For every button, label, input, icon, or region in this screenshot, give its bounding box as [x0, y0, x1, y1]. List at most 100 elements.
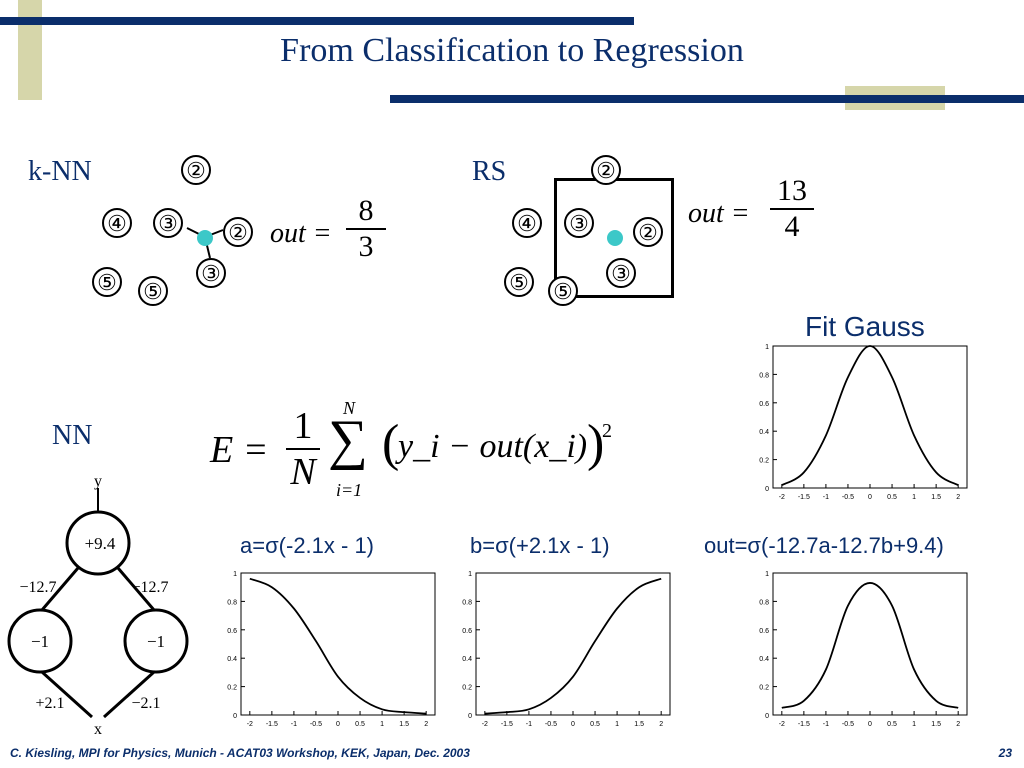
- knn-neighbor-5-right: ⑤: [138, 276, 168, 306]
- page-number: 23: [998, 746, 1012, 760]
- y-tick-label: 0: [765, 713, 769, 720]
- rs-out-label: out =: [688, 198, 750, 229]
- y-tick-label: 0: [765, 486, 769, 493]
- rs-neighbor-3-left: ③: [564, 208, 594, 238]
- x-tick-label: 2: [424, 721, 428, 728]
- x-tick-label: -2: [779, 721, 785, 728]
- x-tick-label: 1.5: [399, 721, 409, 728]
- knn-neighbor-2-right: ②: [223, 217, 253, 247]
- y-tick-label: 0.2: [759, 458, 769, 465]
- x-tick-label: -1: [526, 721, 532, 728]
- x-tick-label: -1: [291, 721, 297, 728]
- x-tick-label: 0.5: [590, 721, 600, 728]
- y-tick-label: 0.6: [227, 628, 237, 635]
- x-tick-label: -1.5: [266, 721, 278, 728]
- chart-a: 0 0.2 0.4 0.6 0.8 1 -2 -1.5 -1 -0.5 0 0.5 1 1.5 2: [227, 571, 436, 728]
- x-tick-label: 1: [615, 721, 619, 728]
- x-tick-label: -2: [482, 721, 488, 728]
- x-tick-label: 1.5: [931, 721, 941, 728]
- y-tick-label: 0: [468, 713, 472, 720]
- x-tick-label: -0.5: [842, 721, 854, 728]
- y-tick-label: 0.8: [759, 599, 769, 606]
- y-tick-label: 0.4: [462, 656, 472, 663]
- y-tick-label: 0.8: [759, 372, 769, 379]
- knn-neighbor-5-left: ⑤: [92, 267, 122, 297]
- y-tick-label: 1: [765, 344, 769, 351]
- formula-numerator: 1: [293, 405, 313, 447]
- y-tick-label: 0.2: [227, 685, 237, 692]
- knn-neighbor-2-top: ②: [181, 155, 211, 185]
- rs-neighbor-5-right: ⑤: [548, 276, 578, 306]
- y-tick-label: 0.6: [462, 628, 472, 635]
- x-tick-label: 1.5: [931, 494, 941, 501]
- x-tick-label: -1: [823, 721, 829, 728]
- x-tick-label: 0.5: [887, 494, 897, 501]
- knn-fraction: 8 3: [346, 194, 386, 264]
- formula-power: 2: [602, 420, 612, 442]
- x-tick-label: -1: [823, 494, 829, 501]
- y-tick-label: 1: [468, 571, 472, 578]
- x-tick-label: -2: [779, 494, 785, 501]
- x-tick-label: -1.5: [501, 721, 513, 728]
- slide-title: From Classification to Regression: [280, 32, 744, 69]
- x-tick-label: 2: [956, 721, 960, 728]
- sum-lower: i=1: [336, 480, 363, 500]
- x-tick-label: 0.5: [887, 721, 897, 728]
- plot-frame: [772, 345, 968, 489]
- x-tick-label: 1: [380, 721, 384, 728]
- y-tick-label: 0.4: [759, 429, 769, 436]
- rs-query-point: [607, 230, 623, 246]
- knn-query-point: [197, 230, 213, 246]
- y-tick-label: 0.2: [462, 685, 472, 692]
- x-tick-label: -1.5: [798, 494, 810, 501]
- nn-label: NN: [52, 420, 93, 451]
- nn-output-var: y: [94, 473, 102, 490]
- formula-lhs: E =: [210, 429, 269, 471]
- series-line: [781, 582, 959, 709]
- plot-frame: [475, 572, 671, 716]
- knn-neighbor-4: ④: [102, 208, 132, 238]
- nn-output-node: +9.4: [85, 534, 116, 553]
- x-tick-label: -1.5: [798, 721, 810, 728]
- knn-neighbor-3-bottom: ③: [196, 258, 226, 288]
- x-tick-label: -0.5: [842, 494, 854, 501]
- x-tick-label: 1: [912, 721, 916, 728]
- y-tick-label: 1: [233, 571, 237, 578]
- nn-weight-top-right: −12.7: [131, 579, 168, 596]
- x-tick-label: 0: [571, 721, 575, 728]
- rs-fraction: 13 4: [770, 174, 814, 244]
- formula-fraction: 1 N: [286, 404, 320, 494]
- x-tick-label: -0.5: [310, 721, 322, 728]
- khaki-block-left: [18, 0, 42, 100]
- y-tick-label: 0.8: [462, 599, 472, 606]
- series-line: [249, 577, 427, 715]
- footer-text: C. Kiesling, MPI for Physics, Munich - A…: [10, 746, 470, 760]
- rs-neighbor-4: ④: [512, 208, 542, 238]
- nn-weight-bottom-left: +2.1: [35, 695, 64, 712]
- rs-neighbor-2-top: ②: [591, 155, 621, 185]
- series-line: [781, 345, 959, 486]
- knn-denominator: 3: [346, 228, 386, 264]
- formula-body: y_i − out(x_i): [398, 428, 588, 465]
- x-tick-label: 0: [868, 721, 872, 728]
- nn-weight-bottom-right: −2.1: [131, 695, 160, 712]
- paren-right: ): [587, 415, 605, 472]
- y-tick-label: 0.2: [759, 685, 769, 692]
- plot-frame: [240, 572, 436, 716]
- x-tick-label: 2: [956, 494, 960, 501]
- x-tick-label: 0.5: [355, 721, 365, 728]
- knn-out-label: out =: [270, 218, 332, 249]
- rs-neighbor-2-right: ②: [633, 217, 663, 247]
- chart-out: 0 0.2 0.4 0.6 0.8 1 -2 -1.5 -1 -0.5 0 0.5 1 1.5 2: [759, 571, 968, 728]
- sum-upper: N: [343, 398, 356, 418]
- x-tick-label: -0.5: [545, 721, 557, 728]
- y-tick-label: 0.4: [227, 656, 237, 663]
- nn-diagram: y +9.4 −1 −1 −12.7 −12.7 +2.1 −2.1 x: [7, 473, 189, 738]
- knn-label: k-NN: [28, 156, 92, 187]
- x-tick-label: 0: [336, 721, 340, 728]
- formula-denominator: N: [286, 448, 320, 494]
- rs-label: RS: [472, 156, 507, 187]
- chart-b: 0 0.2 0.4 0.6 0.8 1 -2 -1.5 -1 -0.5 0 0.5 1 1.5 2: [462, 571, 671, 728]
- paren-left: (: [382, 415, 400, 472]
- rs-neighbor-3-bottom: ③: [606, 258, 636, 288]
